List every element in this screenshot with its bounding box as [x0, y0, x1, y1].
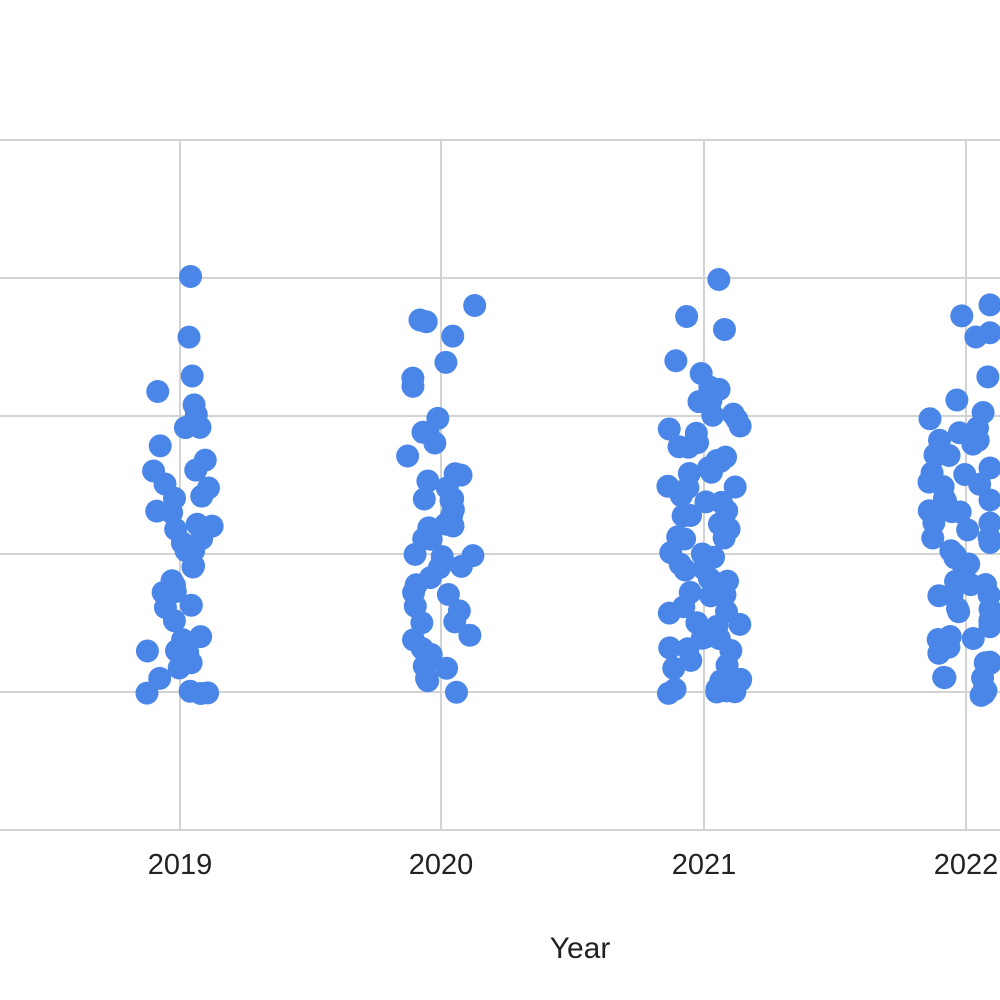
data-point	[701, 403, 725, 427]
x-axis-tick-labels: 2019 2020 2021 2022	[148, 849, 999, 881]
data-point	[148, 434, 172, 458]
data-point	[723, 680, 747, 704]
data-point	[463, 294, 487, 318]
data-point	[921, 526, 945, 550]
data-point	[180, 364, 204, 388]
data-point	[945, 388, 969, 412]
data-point	[412, 487, 436, 511]
data-point	[712, 526, 736, 550]
data-point	[162, 609, 186, 633]
data-point	[932, 665, 956, 689]
data-point	[966, 428, 990, 452]
data-point	[657, 417, 681, 441]
data-point	[978, 608, 1000, 632]
data-point	[135, 681, 159, 705]
data-point	[418, 566, 442, 590]
data-point	[408, 308, 432, 332]
data-point	[401, 374, 425, 398]
data-point	[410, 637, 434, 661]
data-point	[410, 611, 434, 635]
x-tick-label: 2020	[409, 849, 474, 881]
data-point	[918, 407, 942, 431]
data-point	[444, 680, 468, 704]
data-point	[964, 325, 988, 349]
data-point	[658, 636, 682, 660]
data-point	[978, 530, 1000, 554]
x-tick-label: 2019	[148, 849, 213, 881]
data-point	[415, 666, 439, 690]
data-point	[435, 656, 459, 680]
data-point	[173, 416, 197, 440]
data-point	[441, 324, 465, 348]
data-point	[403, 542, 427, 566]
data-point	[948, 500, 972, 524]
data-point	[946, 597, 970, 621]
data-point	[728, 612, 752, 636]
data-point	[663, 677, 687, 701]
data-point	[416, 469, 440, 493]
data-point	[679, 503, 703, 527]
data-point	[436, 583, 460, 607]
data-point	[957, 552, 981, 576]
data-point	[712, 317, 736, 341]
data-point	[434, 350, 458, 374]
data-point	[723, 475, 747, 499]
data-point	[672, 595, 696, 619]
data-point	[179, 593, 203, 617]
data-point	[177, 325, 201, 349]
data-point	[929, 635, 953, 659]
chart-gridlines	[0, 139, 1000, 831]
data-point	[179, 264, 203, 288]
x-tick-label: 2022	[934, 849, 999, 881]
data-point	[167, 656, 191, 680]
data-point	[135, 639, 159, 663]
data-point	[961, 626, 985, 650]
data-point	[449, 554, 473, 578]
data-point	[976, 365, 1000, 389]
data-point	[673, 558, 697, 582]
data-point	[190, 484, 214, 508]
data-point	[978, 488, 1000, 512]
data-point	[705, 680, 729, 704]
data-point	[956, 518, 980, 542]
data-point	[664, 349, 688, 373]
x-axis-title: Year	[550, 932, 611, 965]
data-point	[978, 293, 1000, 317]
data-point	[662, 656, 686, 680]
data-point	[189, 625, 213, 649]
data-point	[669, 484, 693, 508]
data-points	[135, 264, 1000, 707]
data-point	[396, 444, 420, 468]
data-point	[423, 431, 447, 455]
data-point	[697, 456, 721, 480]
data-point	[184, 458, 208, 482]
x-tick-label: 2021	[672, 849, 737, 881]
data-point	[676, 435, 700, 459]
data-point	[924, 444, 948, 468]
data-point	[707, 267, 731, 291]
data-point	[189, 681, 213, 705]
data-point	[443, 610, 467, 634]
data-point	[950, 304, 974, 328]
data-point	[728, 414, 752, 438]
data-point	[146, 379, 170, 403]
data-point	[713, 583, 737, 607]
data-point	[972, 677, 996, 701]
data-point	[441, 514, 465, 538]
data-point	[694, 490, 718, 514]
data-point	[182, 554, 206, 578]
data-point	[458, 623, 482, 647]
data-point	[675, 304, 699, 328]
